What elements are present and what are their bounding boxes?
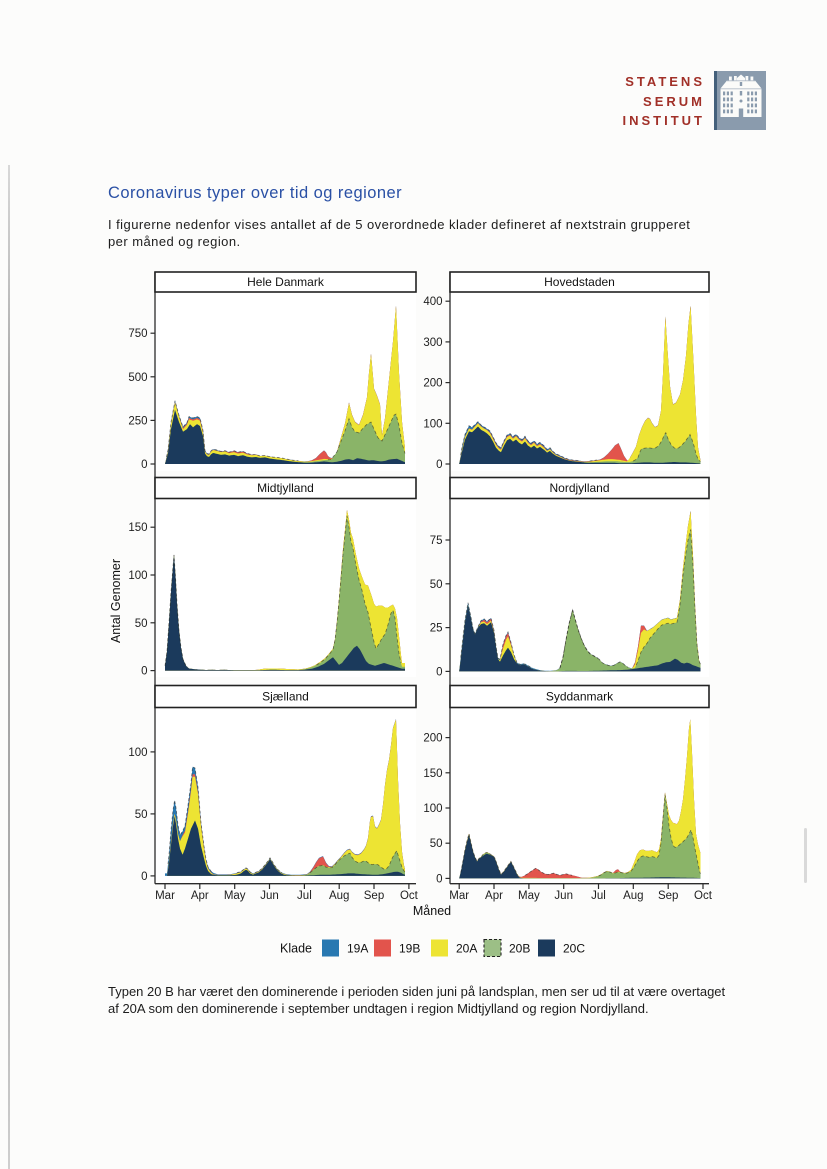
svg-text:20C: 20C	[563, 942, 585, 956]
svg-text:100: 100	[128, 747, 147, 759]
svg-text:50: 50	[430, 579, 443, 591]
svg-text:400: 400	[423, 296, 442, 308]
svg-text:0: 0	[436, 873, 442, 885]
svg-text:Nordjylland: Nordjylland	[549, 481, 609, 495]
svg-text:150: 150	[423, 768, 442, 780]
svg-text:Apr: Apr	[485, 890, 503, 902]
svg-text:Jun: Jun	[554, 890, 573, 902]
svg-text:200: 200	[423, 378, 442, 390]
svg-text:50: 50	[135, 618, 148, 630]
svg-text:19A: 19A	[347, 942, 368, 956]
svg-text:0: 0	[436, 666, 442, 678]
svg-text:500: 500	[128, 372, 147, 384]
svg-text:Antal Genomer: Antal Genomer	[109, 559, 123, 643]
svg-text:100: 100	[128, 570, 147, 582]
svg-text:Oct: Oct	[694, 890, 713, 902]
svg-text:Hovedstaden: Hovedstaden	[544, 275, 615, 289]
svg-text:250: 250	[128, 415, 147, 427]
svg-text:50: 50	[430, 838, 443, 850]
svg-text:Jun: Jun	[260, 890, 279, 902]
svg-text:Sjælland: Sjælland	[262, 690, 309, 704]
svg-text:Klade: Klade	[280, 942, 312, 956]
svg-text:May: May	[518, 890, 540, 902]
svg-text:Mar: Mar	[155, 890, 175, 902]
svg-text:300: 300	[423, 337, 442, 349]
svg-text:100: 100	[423, 803, 442, 815]
svg-text:Sep: Sep	[658, 890, 678, 902]
svg-text:Måned: Måned	[413, 904, 451, 918]
svg-text:Apr: Apr	[191, 890, 209, 902]
svg-text:19B: 19B	[399, 942, 420, 956]
svg-text:Hele Danmark: Hele Danmark	[247, 275, 325, 289]
svg-text:75: 75	[430, 535, 443, 547]
svg-text:100: 100	[423, 418, 442, 430]
svg-text:Aug: Aug	[623, 890, 643, 902]
svg-text:750: 750	[128, 328, 147, 340]
svg-text:May: May	[224, 890, 246, 902]
svg-text:20A: 20A	[456, 942, 477, 956]
svg-text:150: 150	[128, 522, 147, 534]
svg-text:Oct: Oct	[400, 890, 419, 902]
svg-text:0: 0	[436, 459, 442, 471]
svg-text:20B: 20B	[509, 942, 530, 956]
svg-text:0: 0	[141, 666, 147, 678]
svg-text:Midtjylland: Midtjylland	[257, 481, 314, 495]
svg-text:0: 0	[141, 871, 147, 883]
svg-text:200: 200	[423, 733, 442, 745]
svg-text:Sep: Sep	[364, 890, 384, 902]
svg-text:Jul: Jul	[591, 890, 606, 902]
svg-text:50: 50	[135, 809, 148, 821]
svg-text:Syddanmark: Syddanmark	[546, 690, 614, 704]
svg-text:Jul: Jul	[297, 890, 312, 902]
svg-text:25: 25	[430, 623, 443, 635]
svg-text:Mar: Mar	[449, 890, 469, 902]
svg-text:Aug: Aug	[329, 890, 349, 902]
svg-text:0: 0	[141, 459, 147, 471]
